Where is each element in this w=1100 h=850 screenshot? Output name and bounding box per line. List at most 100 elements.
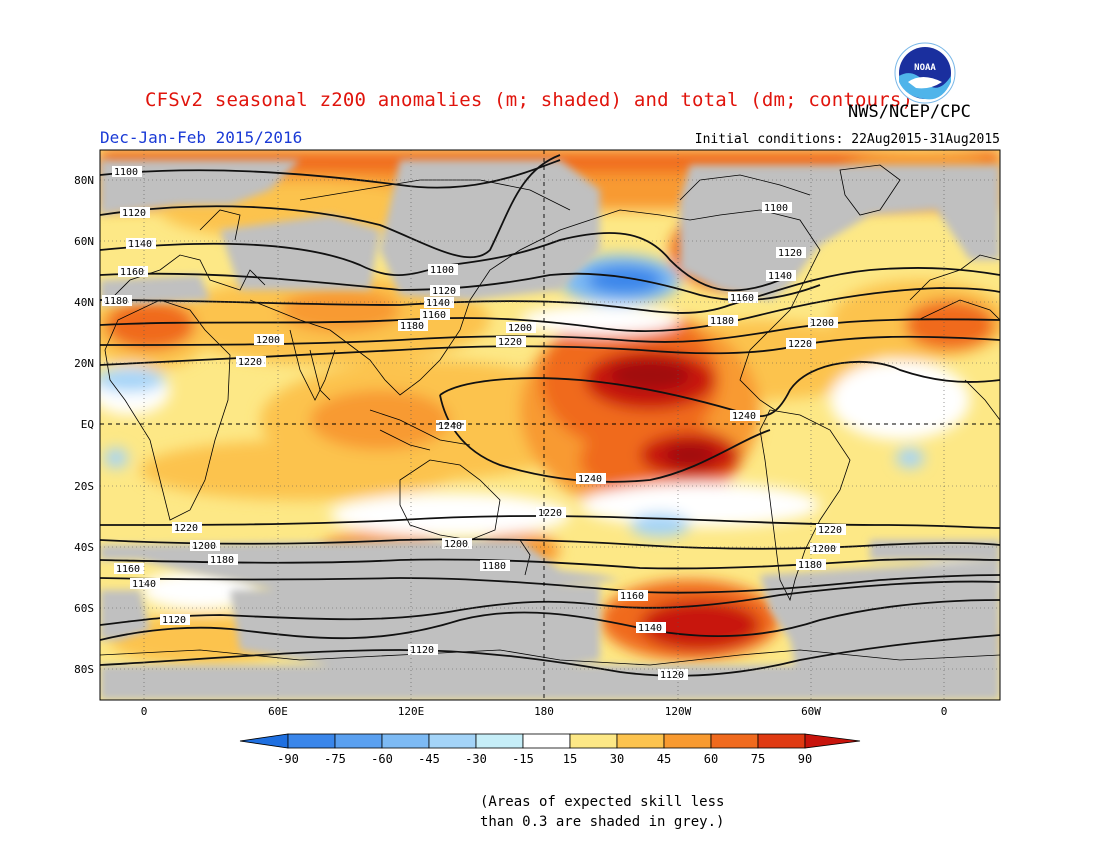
- colorbar-swatch: [428, 733, 477, 749]
- contour-label: 1120: [162, 615, 186, 626]
- lon-labels: 0 60E 120E 180 120W 60W 0: [141, 705, 948, 718]
- contour-label: 1200: [256, 335, 280, 346]
- contour-label: 1140: [426, 298, 450, 309]
- coastlines: [100, 164, 1000, 666]
- contour-label: 1120: [122, 208, 146, 219]
- lat-label: 80S: [74, 663, 94, 676]
- colorbar-swatch: [569, 733, 618, 749]
- colorbar: [239, 733, 861, 749]
- lat-label: 40N: [74, 296, 94, 309]
- skill-note-line1: (Areas of expected skill less: [480, 794, 725, 810]
- contour-labels: 1100 1120 1140 1160 1180 1200 1220 1100 …: [102, 166, 846, 681]
- contour-label: 1140: [768, 271, 792, 282]
- contour-label: 1100: [764, 203, 788, 214]
- contour-label: 1220: [818, 525, 842, 536]
- lat-label: EQ: [81, 418, 94, 431]
- chart-title: CFSv2 seasonal z200 anomalies (m; shaded…: [145, 89, 914, 111]
- lat-label: 60N: [74, 235, 94, 248]
- colorbar-tick: 75: [751, 752, 765, 766]
- colorbar-tick: 60: [704, 752, 718, 766]
- contour-label: 1160: [730, 293, 754, 304]
- contour-label: 1240: [438, 421, 462, 432]
- lon-label: 120E: [398, 705, 425, 718]
- colorbar-swatch: [287, 733, 336, 749]
- colorbar-tick: -90: [277, 752, 299, 766]
- colorbar-tick: -30: [465, 752, 487, 766]
- colorbar-swatch: [710, 733, 759, 749]
- colorbar-swatch: [475, 733, 524, 749]
- lat-label: 40S: [74, 541, 94, 554]
- colorbar-ticks: -90 -75 -60 -45 -30 -15 15 30 45 60 75 9…: [277, 752, 812, 766]
- contour-label: 1200: [508, 323, 532, 334]
- colorbar-tick: 30: [610, 752, 624, 766]
- lon-label: 0: [941, 705, 948, 718]
- contour-label: 1180: [104, 296, 128, 307]
- lon-label: 180: [534, 705, 554, 718]
- contour-label: 1220: [788, 339, 812, 350]
- contour-label: 1160: [422, 310, 446, 321]
- colorbar-swatch: [757, 733, 806, 749]
- contour-label: 1240: [732, 411, 756, 422]
- contour-label: 1160: [116, 564, 140, 575]
- contour-label: 1200: [444, 539, 468, 550]
- initial-conditions-label: Initial conditions: 22Aug2015-31Aug2015: [694, 132, 1000, 147]
- contour-label: 1120: [432, 286, 456, 297]
- colorbar-tick: -75: [324, 752, 346, 766]
- contour-label: 1220: [538, 508, 562, 519]
- contour-label: 1120: [660, 670, 684, 681]
- colorbar-swatch: [522, 733, 571, 749]
- contour-label: 1220: [498, 337, 522, 348]
- contour-label: 1140: [132, 579, 156, 590]
- lat-label: 80N: [74, 174, 94, 187]
- season-label: Dec-Jan-Feb 2015/2016: [100, 128, 303, 147]
- contour-label: 1200: [810, 318, 834, 329]
- contour-label: 1180: [400, 321, 424, 332]
- contour-label: 1180: [798, 560, 822, 571]
- colorbar-tick: -15: [512, 752, 534, 766]
- contour-label: 1220: [238, 357, 262, 368]
- colorbar-tick: -60: [371, 752, 393, 766]
- contour-label: 1160: [120, 267, 144, 278]
- contour-label: 1180: [482, 561, 506, 572]
- map-frame: [99, 149, 1001, 701]
- map-plot-area: 1100 1120 1140 1160 1180 1200 1220 1100 …: [100, 150, 1000, 700]
- lat-label: 20N: [74, 357, 94, 370]
- contour-label: 1140: [638, 623, 662, 634]
- contour-label: 1200: [192, 541, 216, 552]
- lat-label: 60S: [74, 602, 94, 615]
- logo-text: NOAA: [914, 63, 936, 73]
- lon-label: 0: [141, 705, 148, 718]
- lon-label: 120W: [665, 705, 692, 718]
- noaa-logo-icon: NOAA: [894, 42, 956, 104]
- contour-label: 1160: [620, 591, 644, 602]
- contour-label: 1140: [128, 239, 152, 250]
- colorbar-tick: -45: [418, 752, 440, 766]
- colorbar-high-arrow: [804, 733, 861, 749]
- skill-note-line2: than 0.3 are shaded in grey.): [480, 814, 725, 830]
- colorbar-swatch: [663, 733, 712, 749]
- agency-label: NWS/NCEP/CPC: [848, 102, 971, 122]
- colorbar-swatch: [334, 733, 383, 749]
- lat-labels: 80N 60N 40N 20N EQ 20S 40S 60S 80S: [74, 174, 94, 676]
- colorbar-tick: 45: [657, 752, 671, 766]
- contour-label: 1100: [114, 167, 138, 178]
- colorbar-tick: 90: [798, 752, 812, 766]
- lon-label: 60W: [801, 705, 821, 718]
- contour-label: 1180: [710, 316, 734, 327]
- skill-note: (Areas of expected skill less than 0.3 a…: [480, 792, 724, 832]
- lat-label: 20S: [74, 480, 94, 493]
- lon-label: 60E: [268, 705, 288, 718]
- contour-label: 1200: [812, 544, 836, 555]
- equator-dateline: [100, 150, 1000, 700]
- colorbar-swatch: [616, 733, 665, 749]
- contour-label: 1240: [578, 474, 602, 485]
- contour-label: 1120: [778, 248, 802, 259]
- contour-label: 1120: [410, 645, 434, 656]
- contour-label: 1220: [174, 523, 198, 534]
- contour-label: 1100: [430, 265, 454, 276]
- colorbar-tick: 15: [563, 752, 577, 766]
- colorbar-swatch: [381, 733, 430, 749]
- contour-label: 1180: [210, 555, 234, 566]
- colorbar-low-arrow: [239, 733, 289, 749]
